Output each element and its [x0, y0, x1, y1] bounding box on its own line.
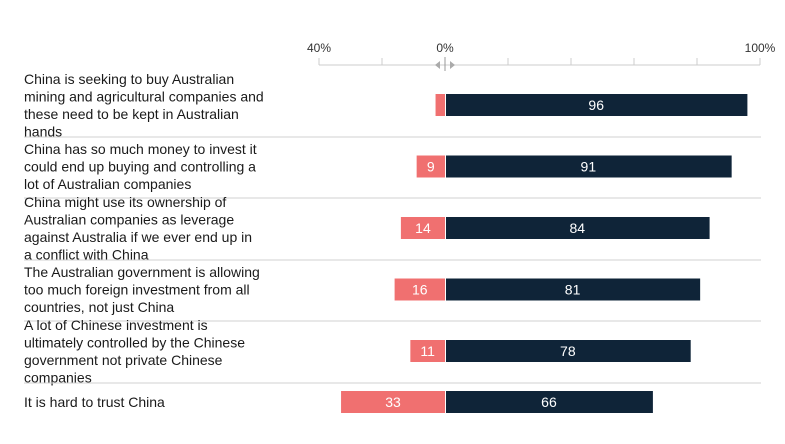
category-label: A lot of Chinese investment is ultimately…	[24, 317, 245, 386]
chart-row: The Australian government is allowing too…	[24, 259, 761, 315]
category-label: China is seeking to buy Australian mining…	[24, 71, 264, 140]
category-label: It is hard to trust China	[24, 394, 165, 410]
bar-agree	[446, 278, 701, 301]
category-label: The Australian government is allowing too…	[24, 264, 260, 315]
x-tick-label: 0%	[436, 41, 454, 55]
bar-disagree-value: 9	[427, 159, 435, 175]
bar-disagree	[435, 94, 445, 116]
bar-disagree-value: 33	[385, 394, 401, 410]
category-label: China has so much money to invest it coul…	[24, 141, 257, 192]
bar-disagree	[394, 278, 445, 301]
bar-agree	[446, 155, 732, 178]
chart-row: China might use its ownership of Australi…	[24, 194, 761, 263]
chart-row: It is hard to trust China 33 66	[24, 382, 761, 413]
bar-agree-value: 78	[560, 343, 576, 359]
bar-agree	[446, 391, 653, 413]
bar-agree	[446, 217, 710, 239]
bar-agree-value: 96	[588, 97, 604, 113]
bar-agree-value: 84	[570, 220, 586, 236]
x-axis: 40% 0% 100%	[307, 41, 776, 71]
chart-row: A lot of Chinese investment is ultimately…	[24, 317, 761, 386]
bar-disagree	[416, 155, 445, 178]
bar-disagree	[400, 217, 445, 239]
chart-rows: China is seeking to buy Australian mining…	[24, 71, 761, 413]
arrow-right-icon	[450, 61, 455, 69]
arrow-left-icon	[435, 61, 440, 69]
category-label: China might use its ownership of Australi…	[24, 194, 252, 263]
bar-agree-value: 81	[565, 282, 581, 298]
bar-disagree-value: 14	[415, 220, 431, 236]
chart-row: China has so much money to invest it coul…	[24, 136, 761, 192]
bar-disagree	[410, 340, 445, 362]
bar-disagree	[341, 391, 445, 413]
bar-disagree-value: 11	[420, 343, 435, 359]
x-tick-label: 40%	[307, 41, 331, 55]
bar-agree	[446, 94, 748, 116]
bar-agree-value: 66	[541, 394, 557, 410]
bar-agree	[446, 340, 691, 362]
chart-row: China is seeking to buy Australian mining…	[24, 71, 748, 140]
x-tick-label: 100%	[745, 41, 776, 55]
bar-agree-value: 91	[581, 159, 597, 175]
bar-disagree-value: 16	[412, 282, 428, 298]
